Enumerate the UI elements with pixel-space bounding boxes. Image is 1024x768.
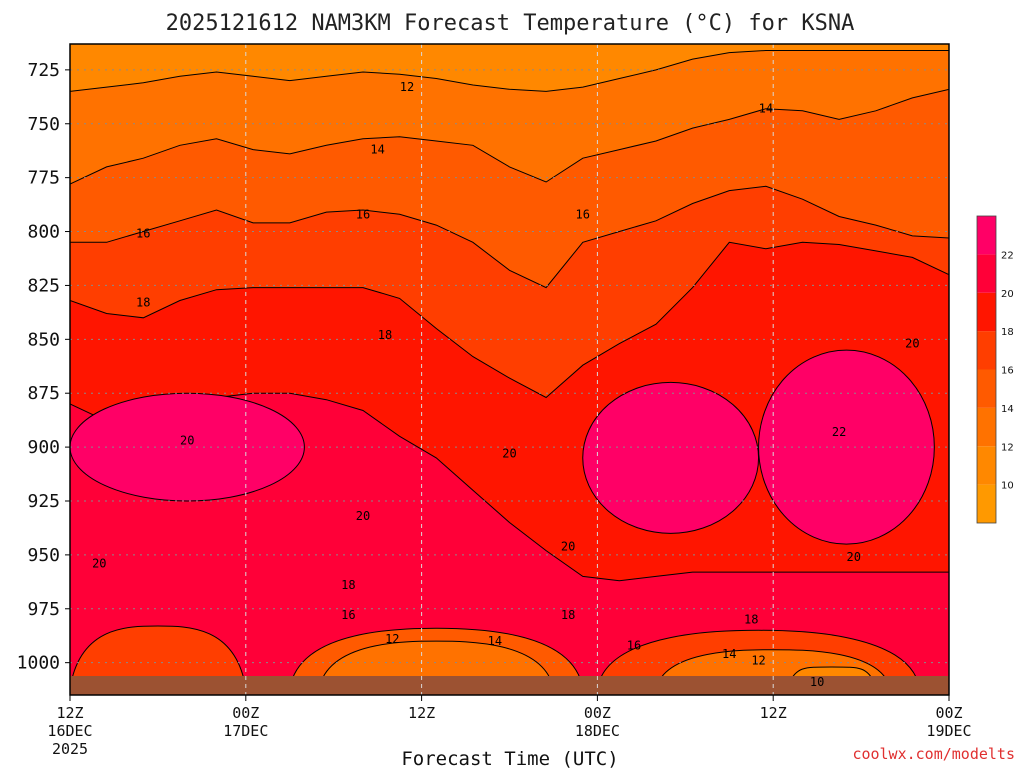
colorbar-label-18: 18 <box>1001 327 1014 338</box>
x-tick-date-36: 18DEC <box>575 722 620 740</box>
colorbar-bin-14-16 <box>977 369 996 408</box>
contour-label-12-1: 12 <box>400 80 414 94</box>
contour-labels: 12 14 14 16 16 16 18 18 18 18 18 20 20 20 20 20 20 20 22 16… <box>92 80 920 689</box>
contour-line-16 <box>70 185 949 289</box>
contour-label-20-14: 20 <box>356 509 370 523</box>
contour-label-16-20: 16 <box>341 608 355 622</box>
x-tick-label-48: 12Z <box>760 704 787 722</box>
y-tick-label-850: 850 <box>27 329 60 350</box>
contour-label-18-7: 18 <box>136 296 150 310</box>
contour-label-20-17: 20 <box>905 337 919 351</box>
y-tick-label-1000: 1000 <box>17 653 60 674</box>
surface-pool-1 <box>70 625 247 689</box>
y-tick-label-725: 725 <box>27 60 60 81</box>
surface-temperature-pools <box>70 625 921 689</box>
colorbar-frame <box>976 215 997 524</box>
colorbar-bin-18-20 <box>977 292 996 332</box>
colorbar-bin-16-18 <box>977 331 996 370</box>
contour-label-20-13: 20 <box>92 557 106 571</box>
contour-label-14-23: 14 <box>722 647 736 661</box>
contour-label-18-9: 18 <box>341 578 355 592</box>
x-tick-label-12: 00Z <box>232 704 259 722</box>
x-axis-title: Forecast Time (UTC) <box>401 748 618 768</box>
y-tick-label-775: 775 <box>27 168 60 189</box>
colorbar-bin-22-24 <box>977 216 996 255</box>
colorbar-label-14: 14 <box>1001 404 1014 415</box>
contour-label-20-18: 20 <box>847 550 861 564</box>
warm-cores <box>70 349 935 545</box>
colorbar: 10 12 14 16 18 20 22 <box>976 215 1014 524</box>
y-tick-label-875: 875 <box>27 383 60 404</box>
colorbar-bin-12-14 <box>977 407 996 447</box>
warm-core-3 <box>758 349 935 545</box>
x-tick-date-0: 16DEC <box>47 722 92 740</box>
x-tick-label-24: 12Z <box>408 704 435 722</box>
contour-line-14 <box>70 88 949 185</box>
contour-label-16-4: 16 <box>136 227 150 241</box>
contour-label-20-16: 20 <box>561 539 575 553</box>
credit-text: coolwx.com/modelts <box>852 745 1015 763</box>
x-tick-label-0: 12Z <box>56 704 83 722</box>
contour-line-12 <box>70 50 949 92</box>
x-tick-year-0: 2025 <box>52 740 88 758</box>
y-tick-label-800: 800 <box>27 222 60 243</box>
colorbar-label-12: 12 <box>1001 442 1014 453</box>
contour-label-14-22: 14 <box>488 634 502 648</box>
contour-label-12-25: 12 <box>751 654 765 668</box>
colorbar-bin-20-22 <box>977 254 996 293</box>
plot-area: 12 14 14 16 16 16 18 18 18 18 18 20 20 20 20 20 20 20 22 16… <box>69 43 950 696</box>
contour-label-22-19: 22 <box>832 425 846 439</box>
y-tick-label-950: 950 <box>27 545 60 566</box>
x-tick-date-12: 17DEC <box>223 722 268 740</box>
chart-title: 2025121612 NAM3KM Forecast Temperature (… <box>166 11 855 36</box>
contour-label-16-21: 16 <box>627 638 641 652</box>
y-tick-label-925: 925 <box>27 491 60 512</box>
contour-label-16-6: 16 <box>576 207 590 221</box>
x-tick-label-36: 00Z <box>584 704 611 722</box>
contour-label-18-8: 18 <box>378 328 392 342</box>
y-tick-label-975: 975 <box>27 599 60 620</box>
contour-label-18-10: 18 <box>561 608 575 622</box>
y-axis: 725 750 775 800 825 850 875 900 925 950 975 1000 <box>17 60 70 674</box>
plot-frame <box>69 43 950 696</box>
colorbar-label-16: 16 <box>1001 366 1014 377</box>
colorbar-label-20: 20 <box>1001 289 1014 300</box>
y-tick-label-750: 750 <box>27 114 60 135</box>
contour-label-20-15: 20 <box>502 447 516 461</box>
contour-label-16-5: 16 <box>356 207 370 221</box>
contour-label-18-11: 18 <box>744 613 758 627</box>
contour-label-14-2: 14 <box>370 143 384 157</box>
x-tick-date-60: 19DEC <box>926 722 971 740</box>
y-tick-label-900: 900 <box>27 437 60 458</box>
y-tick-label-825: 825 <box>27 275 60 296</box>
contour-label-20-12: 20 <box>180 434 194 448</box>
contour-label-10-26: 10 <box>810 675 824 689</box>
contour-label-14-3: 14 <box>759 102 773 116</box>
colorbar-label-10: 10 <box>1001 481 1014 492</box>
colorbar-bin-10-12 <box>977 446 996 485</box>
x-tick-label-60: 00Z <box>935 704 962 722</box>
terrain-below-surface <box>70 676 949 695</box>
colorbar-bin-8-10 <box>977 484 996 523</box>
colorbar-label-22: 22 <box>1001 250 1014 261</box>
warm-core-2 <box>582 381 760 534</box>
contour-label-12-24: 12 <box>385 632 399 646</box>
contour-line-18 <box>70 241 949 399</box>
